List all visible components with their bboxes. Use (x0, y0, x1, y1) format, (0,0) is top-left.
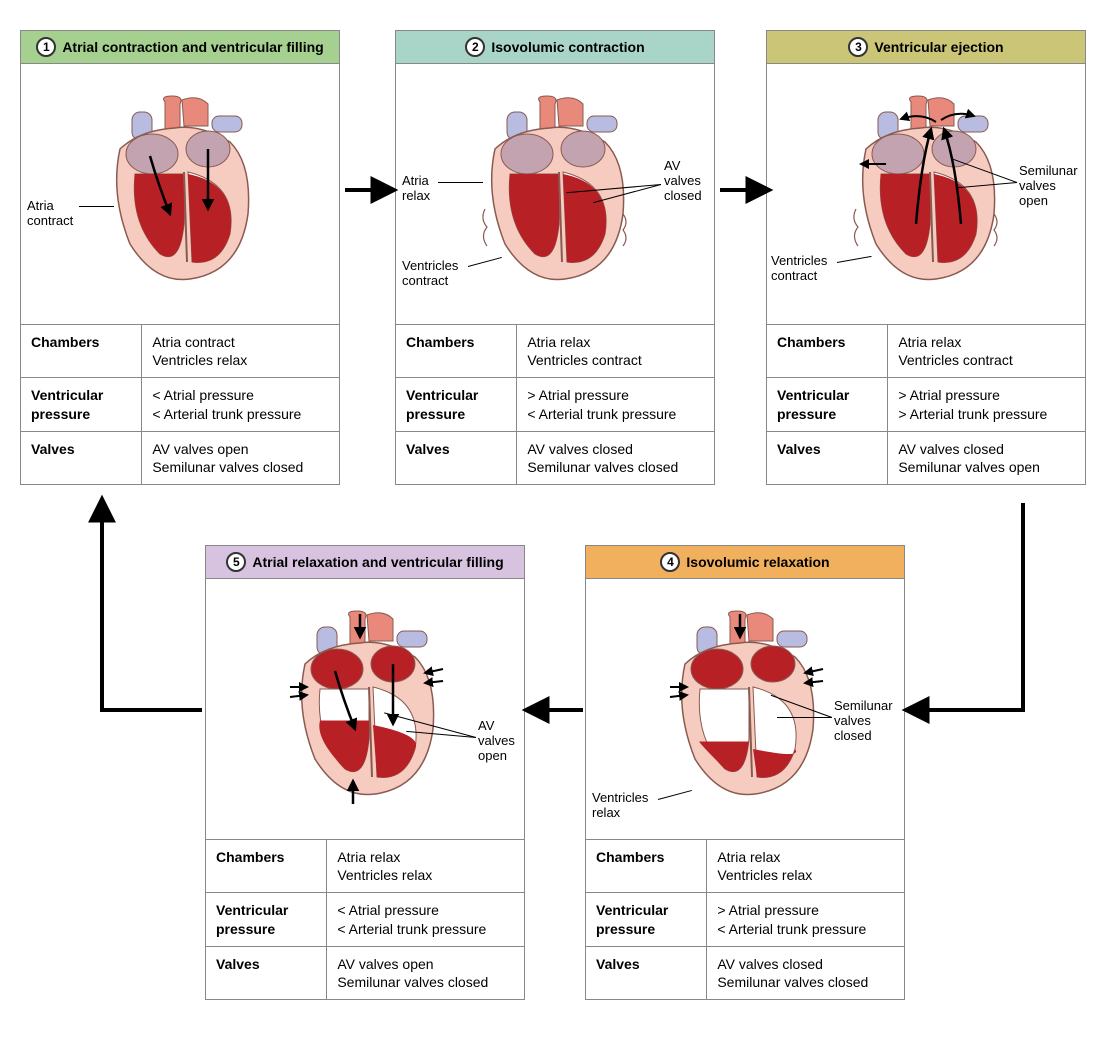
row-value: AV valves openSemilunar valves closed (142, 431, 339, 484)
row-value: AV valves openSemilunar valves closed (327, 946, 524, 999)
card-header: 3 Ventricular ejection (767, 31, 1085, 64)
card-header: 2 Isovolumic contraction (396, 31, 714, 64)
phase-table: ChambersAtria contractVentricles relaxVe… (21, 324, 339, 484)
row-label: Ventricular pressure (21, 378, 142, 431)
heart-illustration: AVvalvesopen (206, 579, 524, 839)
flow-arrow (102, 503, 202, 710)
heart-illustration: Semilunarvalvesopen Ventriclescontract (767, 64, 1085, 324)
row-label: Ventricular pressure (206, 893, 327, 946)
row-label: Valves (206, 946, 327, 999)
diagram-grid: 1 Atrial contraction and ventricular fill… (10, 20, 1090, 1030)
label-pointer (438, 182, 483, 183)
phase-title: Ventricular ejection (874, 39, 1003, 55)
row-label: Valves (767, 431, 888, 484)
row-value: Atria relaxVentricles relax (707, 840, 904, 893)
phase-card-4: 4 Isovolumic relaxation Semilunarvalvescl… (585, 545, 905, 1000)
row-value: > Atrial pressure> Arterial trunk pressu… (888, 378, 1085, 431)
phase-table: ChambersAtria relaxVentricles relaxVentr… (586, 839, 904, 999)
row-label: Chambers (21, 325, 142, 378)
phase-table: ChambersAtria relaxVentricles contractVe… (767, 324, 1085, 484)
heart-illustration: Atriarelax AVvalvesclosed Ventriclescontra… (396, 64, 714, 324)
card-header: 1 Atrial contraction and ventricular fill… (21, 31, 339, 64)
row-value: AV valves closedSemilunar valves closed (707, 946, 904, 999)
anatomy-label: Ventriclescontract (402, 259, 458, 289)
row-label: Ventricular pressure (586, 893, 707, 946)
row-value: < Atrial pressure< Arterial trunk pressu… (327, 893, 524, 946)
row-value: Atria contractVentricles relax (142, 325, 339, 378)
phase-title: Atrial contraction and ventricular filli… (62, 39, 323, 55)
phase-number: 1 (36, 37, 56, 57)
phase-card-2: 2 Isovolumic contraction Atriarelax AVvalv… (395, 30, 715, 485)
row-label: Ventricular pressure (767, 378, 888, 431)
phase-number: 3 (848, 37, 868, 57)
heart-illustration: Atriacontract (21, 64, 339, 324)
anatomy-label: Atriacontract (27, 199, 73, 229)
phase-number: 2 (465, 37, 485, 57)
heart-illustration: Semilunarvalvesclosed Ventriclesrelax (586, 579, 904, 839)
phase-number: 5 (226, 552, 246, 572)
row-label: Chambers (586, 840, 707, 893)
row-label: Valves (586, 946, 707, 999)
row-label: Chambers (767, 325, 888, 378)
card-header: 4 Isovolumic relaxation (586, 546, 904, 579)
card-header: 5 Atrial relaxation and ventricular filli… (206, 546, 524, 579)
anatomy-label: Atriarelax (402, 174, 430, 204)
anatomy-label: Ventriclescontract (771, 254, 827, 284)
row-label: Chambers (396, 325, 517, 378)
anatomy-label: AVvalvesopen (478, 719, 515, 764)
row-label: Ventricular pressure (396, 378, 517, 431)
phase-number: 4 (660, 552, 680, 572)
row-value: < Atrial pressure< Arterial trunk pressu… (142, 378, 339, 431)
label-pointer (79, 206, 114, 207)
phase-card-1: 1 Atrial contraction and ventricular fill… (20, 30, 340, 485)
row-label: Valves (396, 431, 517, 484)
anatomy-label: AVvalvesclosed (664, 159, 702, 204)
row-value: AV valves closedSemilunar valves open (888, 431, 1085, 484)
anatomy-label: Ventriclesrelax (592, 791, 648, 821)
row-value: Atria relaxVentricles relax (327, 840, 524, 893)
label-pointer (777, 717, 832, 718)
phase-card-5: 5 Atrial relaxation and ventricular filli… (205, 545, 525, 1000)
phase-title: Isovolumic contraction (491, 39, 644, 55)
phase-card-3: 3 Ventricular ejection Semilunarvalvesope… (766, 30, 1086, 485)
phase-title: Isovolumic relaxation (686, 554, 829, 570)
flow-arrow (910, 503, 1023, 710)
row-label: Chambers (206, 840, 327, 893)
row-label: Valves (21, 431, 142, 484)
row-value: AV valves closedSemilunar valves closed (517, 431, 714, 484)
row-value: > Atrial pressure< Arterial trunk pressu… (707, 893, 904, 946)
phase-title: Atrial relaxation and ventricular fillin… (252, 554, 503, 570)
phase-table: ChambersAtria relaxVentricles contractVe… (396, 324, 714, 484)
phase-table: ChambersAtria relaxVentricles relaxVentr… (206, 839, 524, 999)
row-value: Atria relaxVentricles contract (517, 325, 714, 378)
anatomy-label: Semilunarvalvesclosed (834, 699, 893, 744)
anatomy-label: Semilunarvalvesopen (1019, 164, 1078, 209)
row-value: Atria relaxVentricles contract (888, 325, 1085, 378)
row-value: > Atrial pressure< Arterial trunk pressu… (517, 378, 714, 431)
